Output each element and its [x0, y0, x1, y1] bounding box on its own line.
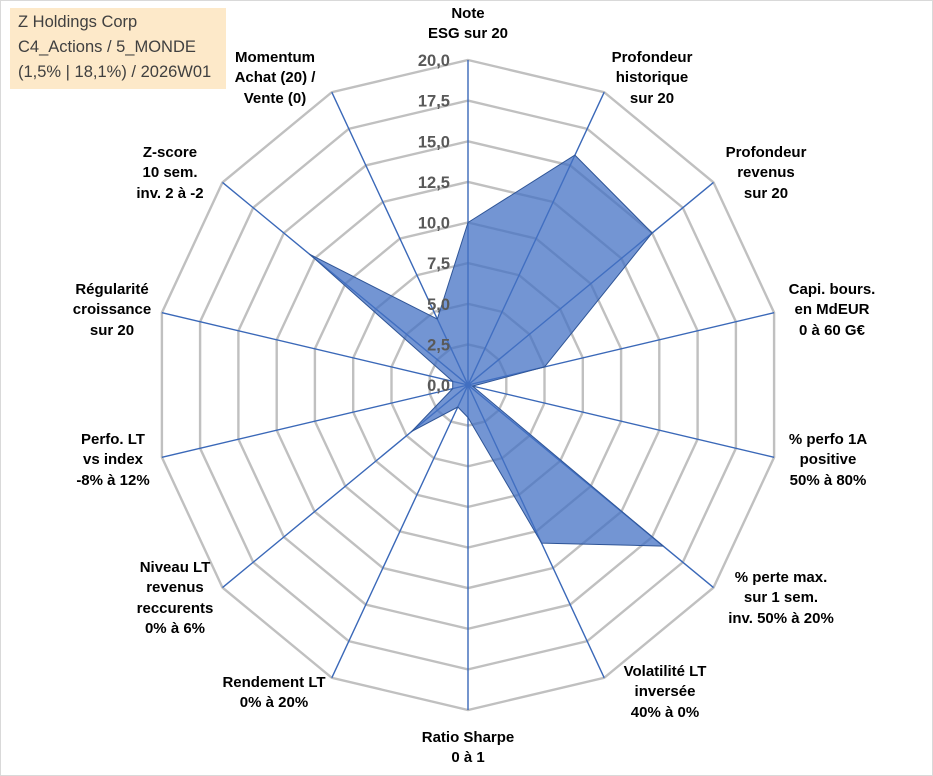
axis-label-regularite: Régularité croissance sur 20: [72, 281, 152, 339]
axis-spoke: [161, 384, 469, 458]
axis-spoke: [331, 384, 469, 679]
axis-label-esg: Note ESG sur 20: [427, 5, 509, 43]
axis-label-capi-boursiere: Capi. bours. en MdEUR 0 à 60 G€: [788, 281, 876, 339]
axis-label-perte-max: % perte max. sur 1 sem. inv. 50% à 20%: [728, 569, 834, 627]
axis-spoke: [161, 312, 469, 386]
axis-label-rendement: Rendement LT 0% à 20%: [222, 674, 326, 712]
portfolio-category: C4_Actions / 5_MONDE: [18, 38, 196, 56]
axis-label-volatilite: Volatilité LT inversée 40% à 0%: [623, 663, 707, 721]
info-box: Z Holdings Corp C4_Actions / 5_MONDE (1,…: [10, 8, 226, 89]
axis-label-profondeur-revenus: Profondeur revenus sur 20: [725, 144, 807, 202]
r-tick-label: 7,5: [427, 255, 450, 273]
axis-label-momentum: Momentum Achat (20) / Vente (0): [234, 49, 316, 107]
r-tick-labels: 0,0 2,5 5,0 7,5 10,0 12,5 15,0 17,5 20,0: [418, 52, 450, 395]
r-tick-label: 12,5: [418, 174, 450, 192]
series-area: [309, 154, 664, 547]
axis-label-z-score: Z-score 10 sem. inv. 2 à -2: [136, 144, 204, 202]
axis-label-perfo-vs-index: Perfo. LT vs index -8% à 12%: [76, 431, 150, 489]
company-name: Z Holdings Corp: [18, 13, 138, 31]
axis-label-niveau-revenus: Niveau LT revenus reccurents 0% à 6%: [136, 559, 214, 637]
portfolio-detail: (1,5% | 18,1%) / 2026W01: [18, 63, 212, 81]
axis-label-profondeur-historique: Profondeur historique sur 20: [611, 49, 693, 107]
axis-label-ratio-sharpe: Ratio Sharpe 0 à 1: [421, 729, 515, 767]
r-tick-label: 20,0: [418, 52, 450, 70]
r-tick-label: 2,5: [427, 336, 450, 354]
r-tick-label: 17,5: [418, 93, 450, 111]
r-tick-label: 0,0: [427, 377, 450, 395]
r-tick-label: 15,0: [418, 133, 450, 151]
axis-label-perfo-1a: % perfo 1A positive 50% à 80%: [788, 431, 868, 489]
r-tick-label: 5,0: [427, 296, 450, 314]
axis-spoke: [467, 384, 775, 458]
r-tick-label: 10,0: [418, 215, 450, 233]
